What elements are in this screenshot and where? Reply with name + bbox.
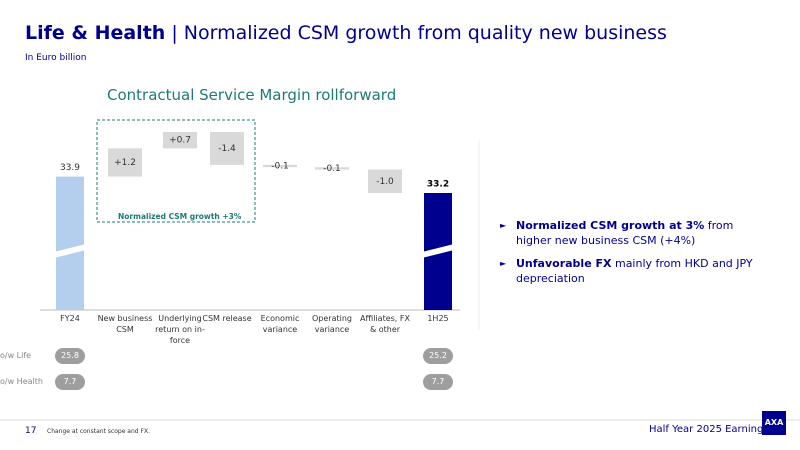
x-tick-label: CSM release [202,314,252,323]
value-label: 33.9 [60,163,80,173]
breakdown-value: 7.7 [423,374,453,390]
delta-bar [368,169,402,193]
delta-bar [108,148,142,177]
x-tick-label: FY24 [60,314,80,323]
x-tick-label: 1H25 [427,314,449,323]
bullet-text: Normalized CSM growth at 3% [516,219,705,232]
delta-bar [263,164,297,168]
value-label: -1.0 [376,177,394,187]
row-label: o/w Life [0,351,32,360]
value-label: +0.7 [169,136,191,146]
x-tick-label: Affiliates, FX & other [360,314,410,334]
bullet-text: from higher new business CSM (+4%) [516,219,734,247]
bullet-text: Unfavorable FX [516,257,612,270]
value-label: -1.4 [218,144,236,154]
x-tick-label: Operating variance [312,314,352,334]
x-tick-label: Underlying return on in-force [155,314,205,345]
footnote: Change at constant scope and FX. [47,428,150,435]
breakdown-value: 25.2 [423,348,453,364]
unit: In Euro billion [25,53,87,63]
value-label: -0.1 [271,162,289,172]
delta-bar [210,132,244,165]
breakdown-value: 25.8 [55,348,85,364]
delta-bar [163,132,197,149]
annotation: Normalized CSM growth +3% [118,212,242,221]
bullet: ► Unfavorable FX mainly from HKD and JPY … [500,256,770,286]
value-label: -0.1 [323,164,341,174]
value-label: 33.2 [427,180,449,190]
delta-bar [315,167,349,170]
bullets: ► Normalized CSM growth at 3% from higher… [500,218,770,294]
row-label: o/w Health [0,377,43,386]
x-tick-label: Economic variance [260,314,300,334]
bullet-marker: ► [500,221,507,230]
bullet: ► Normalized CSM growth at 3% from higher… [500,218,770,248]
chart-title: Contractual Service Margin rollforward [107,86,397,104]
breakdown-value: 7.7 [55,374,85,390]
axis-break [54,244,86,258]
axis-break [422,244,454,258]
value-label: +1.2 [114,158,136,168]
bullet-marker: ► [500,259,507,268]
x-tick-label: New business CSM [97,314,153,334]
bullet-text: mainly from HKD and JPY depreciation [516,257,753,285]
logo: AXA [762,411,786,435]
title-bold: Life & Health [25,22,166,44]
title-rest: Normalized CSM growth from quality new b… [183,22,667,44]
slide-title: Life & Health | Normalized CSM growth fr… [25,22,667,44]
page-number: 17 [25,426,37,436]
total-bar [56,176,84,310]
event: Half Year 2025 Earnings [649,424,769,435]
